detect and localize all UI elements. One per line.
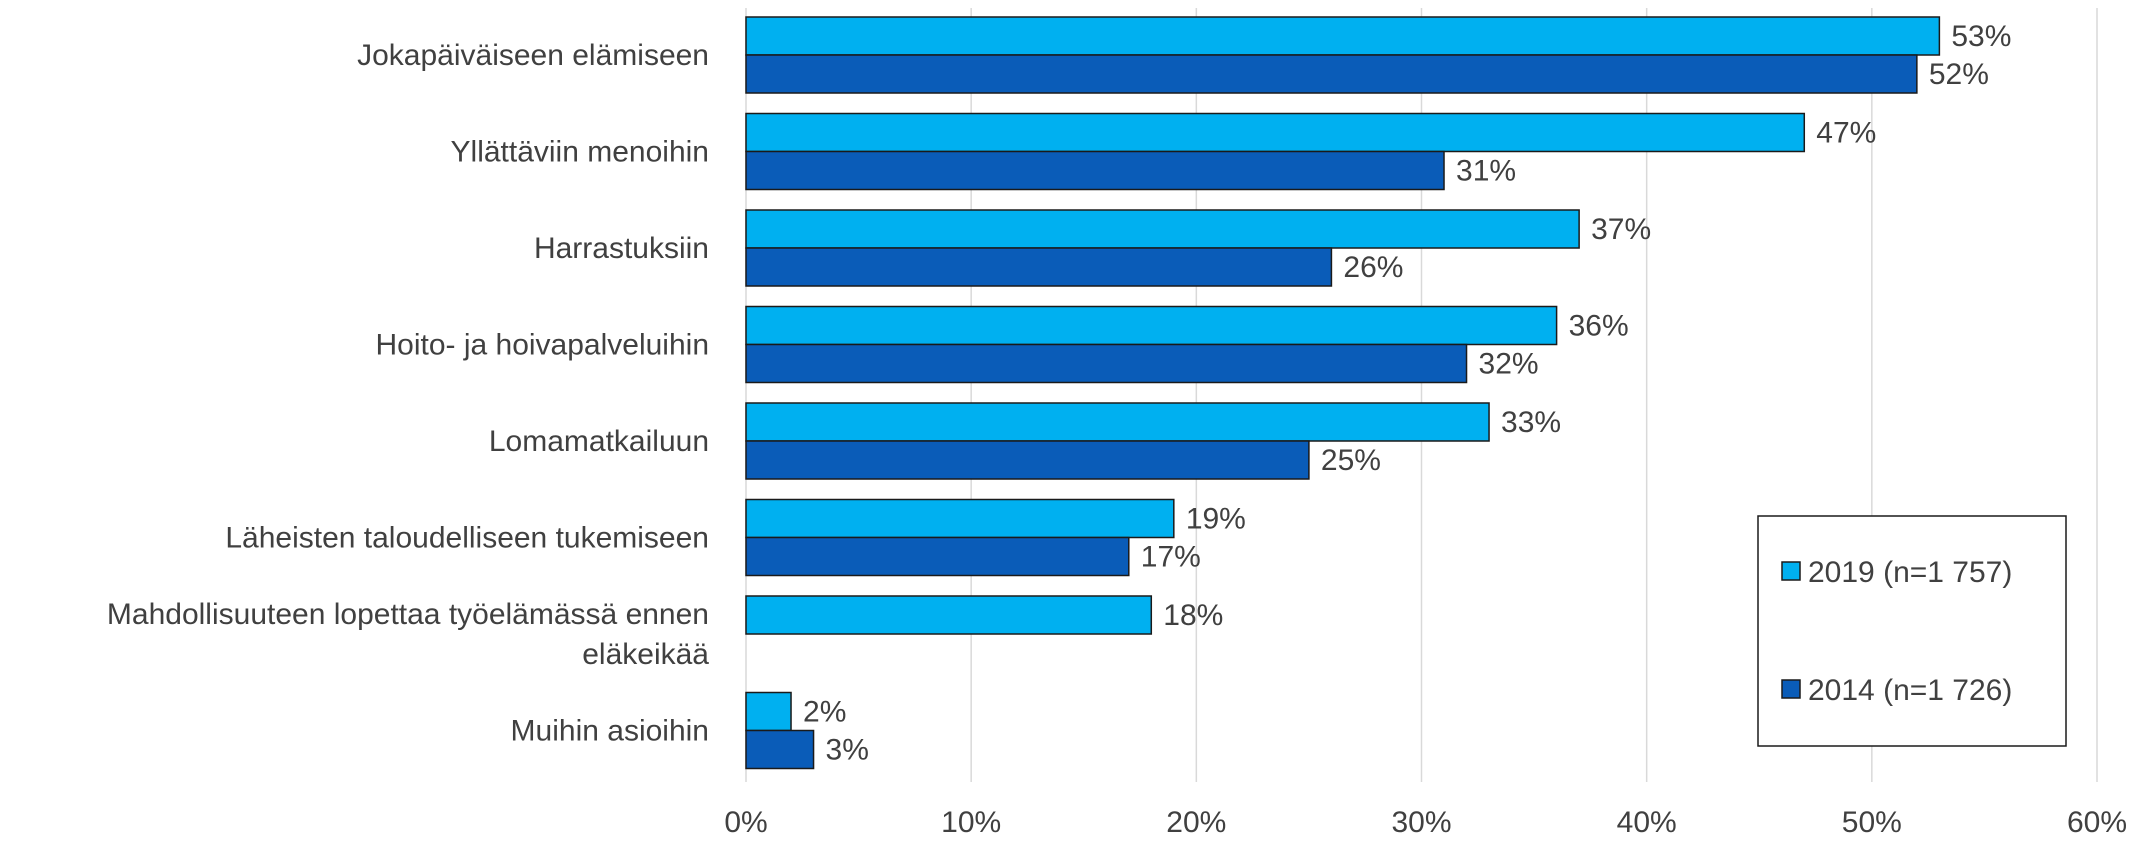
data-label: 18% [1163, 599, 1223, 632]
data-label: 3% [826, 734, 869, 767]
x-tick-label: 10% [941, 806, 1001, 839]
bar-2014 [745, 54, 1918, 94]
category-label: Hoito- ja hoivapalveluihin [375, 329, 709, 362]
category-label: Harrastuksiin [534, 232, 709, 265]
category-label: Läheisten taloudelliseen tukemiseen [225, 522, 709, 555]
bar-2019 [745, 305, 1558, 346]
bars [745, 16, 1941, 770]
data-label: 31% [1456, 155, 1516, 188]
legend-label-2019: 2019 (n=1 757) [1808, 556, 2012, 589]
data-label: 2% [803, 696, 846, 729]
data-labels: 53% 52% 47% 31% 37% 26% 36% 32% 33% 25% 19% 17% 18% 2… [803, 20, 2011, 767]
bar-2014 [745, 343, 1468, 384]
category-label: Muihin asioihin [511, 715, 709, 748]
data-label: 52% [1929, 58, 1989, 91]
category-label-line: Lomamatkailuun [489, 425, 709, 458]
bar-2014 [745, 440, 1310, 480]
category-label-line: eläkeikää [582, 638, 709, 671]
data-label: 26% [1343, 251, 1403, 284]
category-label: Yllättäviin menoihin [451, 136, 709, 169]
data-label: 25% [1321, 444, 1381, 477]
category-label-line: Harrastuksiin [534, 232, 709, 265]
x-tick-label: 60% [2067, 806, 2127, 839]
category-label-line: Läheisten taloudelliseen tukemiseen [225, 522, 709, 555]
category-label-line: Jokapäiväiseen elämiseen [357, 39, 709, 72]
legend-swatch-2019 [1781, 561, 1801, 581]
category-label-line: Hoito- ja hoivapalveluihin [375, 329, 709, 362]
category-label: Mahdollisuuteen lopettaa työelämässä enn… [107, 598, 709, 671]
data-label: 32% [1479, 348, 1539, 381]
bar-2019 [745, 112, 1806, 153]
bar-2019 [745, 498, 1175, 539]
legend-label-2014: 2014 (n=1 726) [1808, 674, 2012, 707]
x-tick-label: 50% [1842, 806, 1902, 839]
legend: 2019 (n=1 757) 2014 (n=1 726) [1757, 515, 2067, 747]
bar-2019 [745, 209, 1580, 249]
data-label: 33% [1501, 406, 1561, 439]
data-label: 19% [1186, 503, 1246, 536]
bar-2019 [745, 402, 1490, 442]
bar-2014 [745, 536, 1130, 577]
legend-swatch-2014 [1781, 679, 1801, 699]
bar-2014 [745, 150, 1445, 191]
bar-2019 [745, 16, 1941, 56]
category-label: Jokapäiväiseen elämiseen [357, 39, 709, 72]
category-label-line: Mahdollisuuteen lopettaa työelämässä enn… [107, 598, 709, 631]
category-label-line: Muihin asioihin [511, 715, 709, 748]
x-tick-label: 30% [1391, 806, 1451, 839]
bar-2019 [745, 595, 1153, 635]
data-label: 17% [1141, 541, 1201, 574]
x-tick-label: 40% [1617, 806, 1677, 839]
data-label: 37% [1591, 213, 1651, 246]
bar-2014 [745, 729, 815, 770]
data-label: 36% [1569, 310, 1629, 343]
legend-box [1757, 515, 2067, 747]
x-axis-tick-labels: 0% 10% 20% 30% 40% 50% 60% [724, 806, 2127, 839]
data-label: 53% [1951, 20, 2011, 53]
bar-2019 [745, 691, 792, 732]
x-tick-label: 20% [1166, 806, 1226, 839]
category-label-line: Yllättäviin menoihin [451, 136, 709, 169]
data-label: 47% [1816, 117, 1876, 150]
category-label: Lomamatkailuun [489, 425, 709, 458]
bar-2014 [745, 247, 1333, 287]
category-labels: Jokapäiväiseen elämiseen Yllättäviin meno… [107, 39, 709, 748]
x-tick-label: 0% [724, 806, 767, 839]
